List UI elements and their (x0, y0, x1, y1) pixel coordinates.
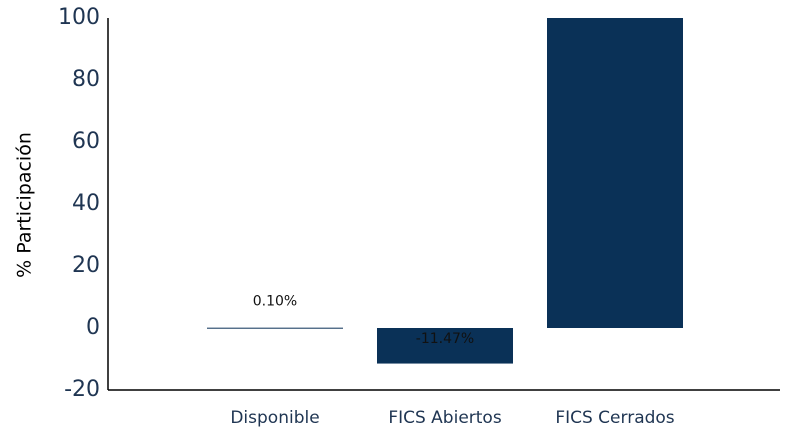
bar (207, 327, 343, 329)
bar (547, 18, 683, 328)
y-tick-label: 80 (72, 67, 100, 92)
bar (377, 328, 513, 364)
x-tick-label: FICS Cerrados (555, 408, 674, 428)
value-label: 0.10% (253, 294, 297, 310)
x-tick-label: Disponible (230, 408, 319, 428)
x-tick-label: FICS Abiertos (388, 408, 502, 428)
y-tick-label: 60 (72, 129, 100, 154)
y-axis-label: % Participación (14, 132, 36, 278)
y-tick-label: 0 (86, 315, 100, 340)
value-label: -11.47% (416, 331, 474, 347)
y-tick-label: -20 (64, 377, 100, 402)
y-tick-label: 100 (58, 5, 100, 30)
y-tick-label: 20 (72, 253, 100, 278)
y-tick-label: 40 (72, 191, 100, 216)
